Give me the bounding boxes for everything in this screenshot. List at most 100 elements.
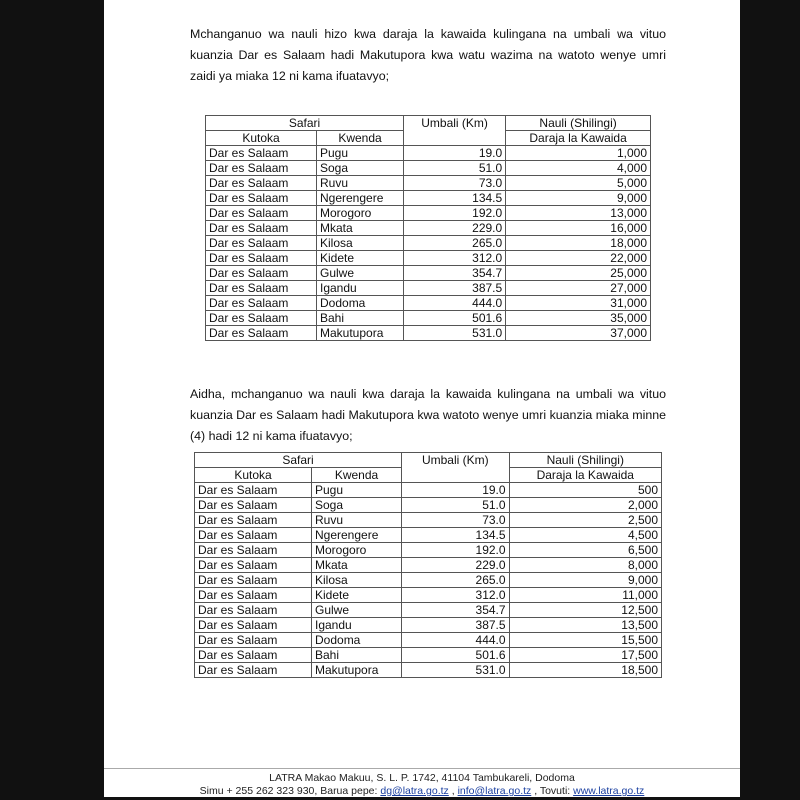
to-cell: Ngerengere (316, 190, 404, 206)
distance-cell: 134.5 (401, 527, 510, 543)
to-cell: Mkata (316, 220, 404, 236)
from-cell: Dar es Salaam (205, 235, 317, 251)
to-cell: Kilosa (316, 235, 404, 251)
table-row: Dar es Salaam Kidete 312.0 22,000 (205, 250, 651, 266)
fare-cell: 13,500 (508, 617, 663, 633)
table-row: Dar es Salaam Pugu 19.0 500 (194, 482, 663, 498)
from-cell: Dar es Salaam (205, 250, 317, 266)
table-row: Dar es Salaam Kilosa 265.0 9,000 (194, 572, 663, 588)
fare-cell: 11,000 (508, 587, 663, 603)
table-row: Dar es Salaam Ruvu 73.0 2,500 (194, 512, 663, 528)
intro-paragraph: Mchanganuo wa nauli hizo kwa daraja la k… (190, 27, 666, 83)
fare-cell: 9,000 (505, 190, 651, 206)
fare-cell: 4,000 (505, 160, 651, 176)
distance-cell: 192.0 (401, 542, 510, 558)
header-safari: Safari (194, 452, 402, 468)
to-cell: Bahi (311, 647, 402, 663)
table-row: Dar es Salaam Dodoma 444.0 31,000 (205, 295, 651, 311)
table-row: Dar es Salaam Kidete 312.0 11,000 (194, 587, 663, 603)
document-page: Mchanganuo wa nauli hizo kwa daraja la k… (104, 0, 740, 797)
distance-cell: 192.0 (402, 205, 507, 221)
to-cell: Morogoro (316, 205, 404, 221)
to-cell: Dodoma (311, 632, 402, 648)
fare-cell: 500 (508, 482, 663, 498)
to-cell: Pugu (311, 482, 402, 498)
from-cell: Dar es Salaam (194, 602, 312, 618)
from-cell: Dar es Salaam (205, 325, 317, 341)
fare-cell: 6,500 (508, 542, 663, 558)
fare-cell: 31,000 (505, 295, 651, 311)
table-row: Dar es Salaam Soga 51.0 2,000 (194, 497, 663, 513)
distance-cell: 531.0 (402, 325, 507, 341)
from-cell: Dar es Salaam (194, 572, 312, 588)
distance-cell: 312.0 (401, 587, 510, 603)
fare-cell: 18,500 (508, 662, 663, 678)
table-row: Dar es Salaam Igandu 387.5 13,500 (194, 617, 663, 633)
table-row: Dar es Salaam Makutupora 531.0 18,500 (194, 662, 663, 678)
email-link-info[interactable]: info@latra.go.tz (457, 785, 532, 797)
distance-cell: 19.0 (401, 482, 510, 498)
table-row: Dar es Salaam Mkata 229.0 16,000 (205, 220, 651, 236)
table-row: Dar es Salaam Dodoma 444.0 15,500 (194, 632, 663, 648)
child-fare-table: Safari Umbali (Km) Nauli (Shilingi) Kuto… (194, 452, 663, 678)
from-cell: Dar es Salaam (194, 542, 312, 558)
email-link-dg[interactable]: dg@latra.go.tz (380, 785, 449, 797)
distance-cell: 501.6 (401, 647, 510, 663)
header-nauli: Nauli (Shilingi) (508, 452, 663, 468)
from-cell: Dar es Salaam (205, 205, 317, 221)
from-cell: Dar es Salaam (205, 190, 317, 206)
fare-cell: 35,000 (505, 310, 651, 326)
header-umbali: Umbali (Km) (402, 115, 507, 146)
from-cell: Dar es Salaam (194, 617, 312, 633)
fare-cell: 1,000 (505, 145, 651, 161)
table-row: Dar es Salaam Gulwe 354.7 25,000 (205, 265, 651, 281)
fare-cell: 5,000 (505, 175, 651, 191)
from-cell: Dar es Salaam (194, 512, 312, 528)
footer-phone: Simu + 255 262 323 930, Barua pepe: (199, 785, 381, 797)
to-cell: Kilosa (311, 572, 402, 588)
from-cell: Dar es Salaam (205, 175, 317, 191)
distance-cell: 229.0 (402, 220, 507, 236)
separator: , (448, 785, 458, 797)
header-safari: Safari (205, 115, 404, 131)
fare-cell: 12,500 (508, 602, 663, 618)
to-cell: Mkata (311, 557, 402, 573)
fare-cell: 4,500 (508, 527, 663, 543)
distance-cell: 501.6 (402, 310, 507, 326)
header-kutoka: Kutoka (194, 467, 312, 483)
to-cell: Pugu (316, 145, 404, 161)
to-cell: Morogoro (311, 542, 402, 558)
to-cell: Soga (311, 497, 402, 513)
distance-cell: 444.0 (401, 632, 510, 648)
footer: LATRA Makao Makuu, S. L. P. 1742, 41104 … (104, 772, 740, 798)
to-cell: Kidete (311, 587, 402, 603)
children-paragraph: Aidha, mchanganuo wa nauli kwa daraja la… (190, 387, 666, 443)
distance-cell: 387.5 (401, 617, 510, 633)
distance-cell: 312.0 (402, 250, 507, 266)
from-cell: Dar es Salaam (194, 647, 312, 663)
distance-cell: 265.0 (401, 572, 510, 588)
header-daraja: Daraja la Kawaida (505, 130, 651, 146)
from-cell: Dar es Salaam (205, 265, 317, 281)
to-cell: Gulwe (311, 602, 402, 618)
to-cell: Ngerengere (311, 527, 402, 543)
to-cell: Soga (316, 160, 404, 176)
table-row: Dar es Salaam Morogoro 192.0 13,000 (205, 205, 651, 221)
from-cell: Dar es Salaam (194, 557, 312, 573)
header-nauli: Nauli (Shilingi) (505, 115, 651, 131)
from-cell: Dar es Salaam (194, 632, 312, 648)
header-umbali: Umbali (Km) (401, 452, 510, 483)
to-cell: Igandu (311, 617, 402, 633)
from-cell: Dar es Salaam (194, 527, 312, 543)
to-cell: Igandu (316, 280, 404, 296)
website-link[interactable]: www.latra.go.tz (573, 785, 645, 797)
table-row: Dar es Salaam Kilosa 265.0 18,000 (205, 235, 651, 251)
to-cell: Ruvu (316, 175, 404, 191)
fare-cell: 8,000 (508, 557, 663, 573)
distance-cell: 387.5 (402, 280, 507, 296)
fare-cell: 2,500 (508, 512, 663, 528)
fare-cell: 37,000 (505, 325, 651, 341)
from-cell: Dar es Salaam (194, 662, 312, 678)
from-cell: Dar es Salaam (194, 587, 312, 603)
distance-cell: 354.7 (401, 602, 510, 618)
